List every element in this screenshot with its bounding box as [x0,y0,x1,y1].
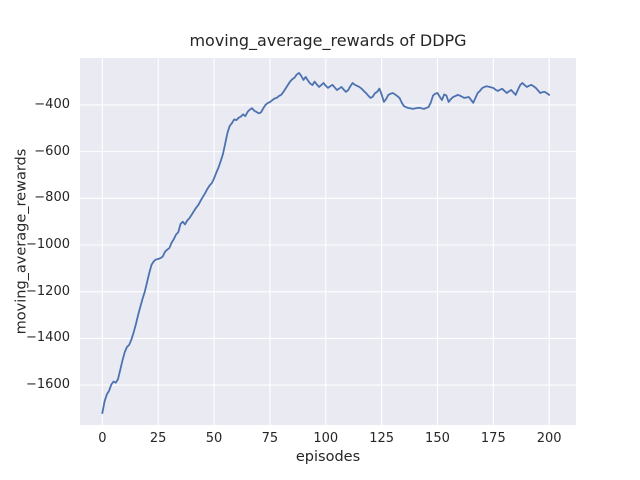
y-tick-label: −1600 [26,377,70,393]
x-tick-label: 0 [98,431,107,446]
x-tick-label: 100 [313,431,339,446]
y-tick-label: −600 [34,143,70,159]
y-tick-label: −1200 [26,283,70,299]
plot-svg [80,58,576,425]
x-tick-label: 175 [480,431,506,446]
y-tick-label: −400 [34,96,70,112]
plot-area [80,58,576,425]
y-tick-label: −1400 [26,330,70,346]
y-axis-label: moving_average_rewards [13,148,30,335]
x-tick-label: 25 [149,431,167,446]
y-tick-label: −800 [34,190,70,206]
chart-title: moving_average_rewards of DDPG [189,31,467,50]
x-tick-label: 125 [369,431,395,446]
x-axis-label: episodes [295,449,361,465]
x-tick-label: 75 [261,431,279,446]
x-tick-label: 200 [536,431,562,446]
x-tick-label: 150 [425,431,450,446]
series-line [101,72,551,414]
y-tick-label: −1000 [26,237,70,252]
x-tick-label: 50 [205,431,223,446]
